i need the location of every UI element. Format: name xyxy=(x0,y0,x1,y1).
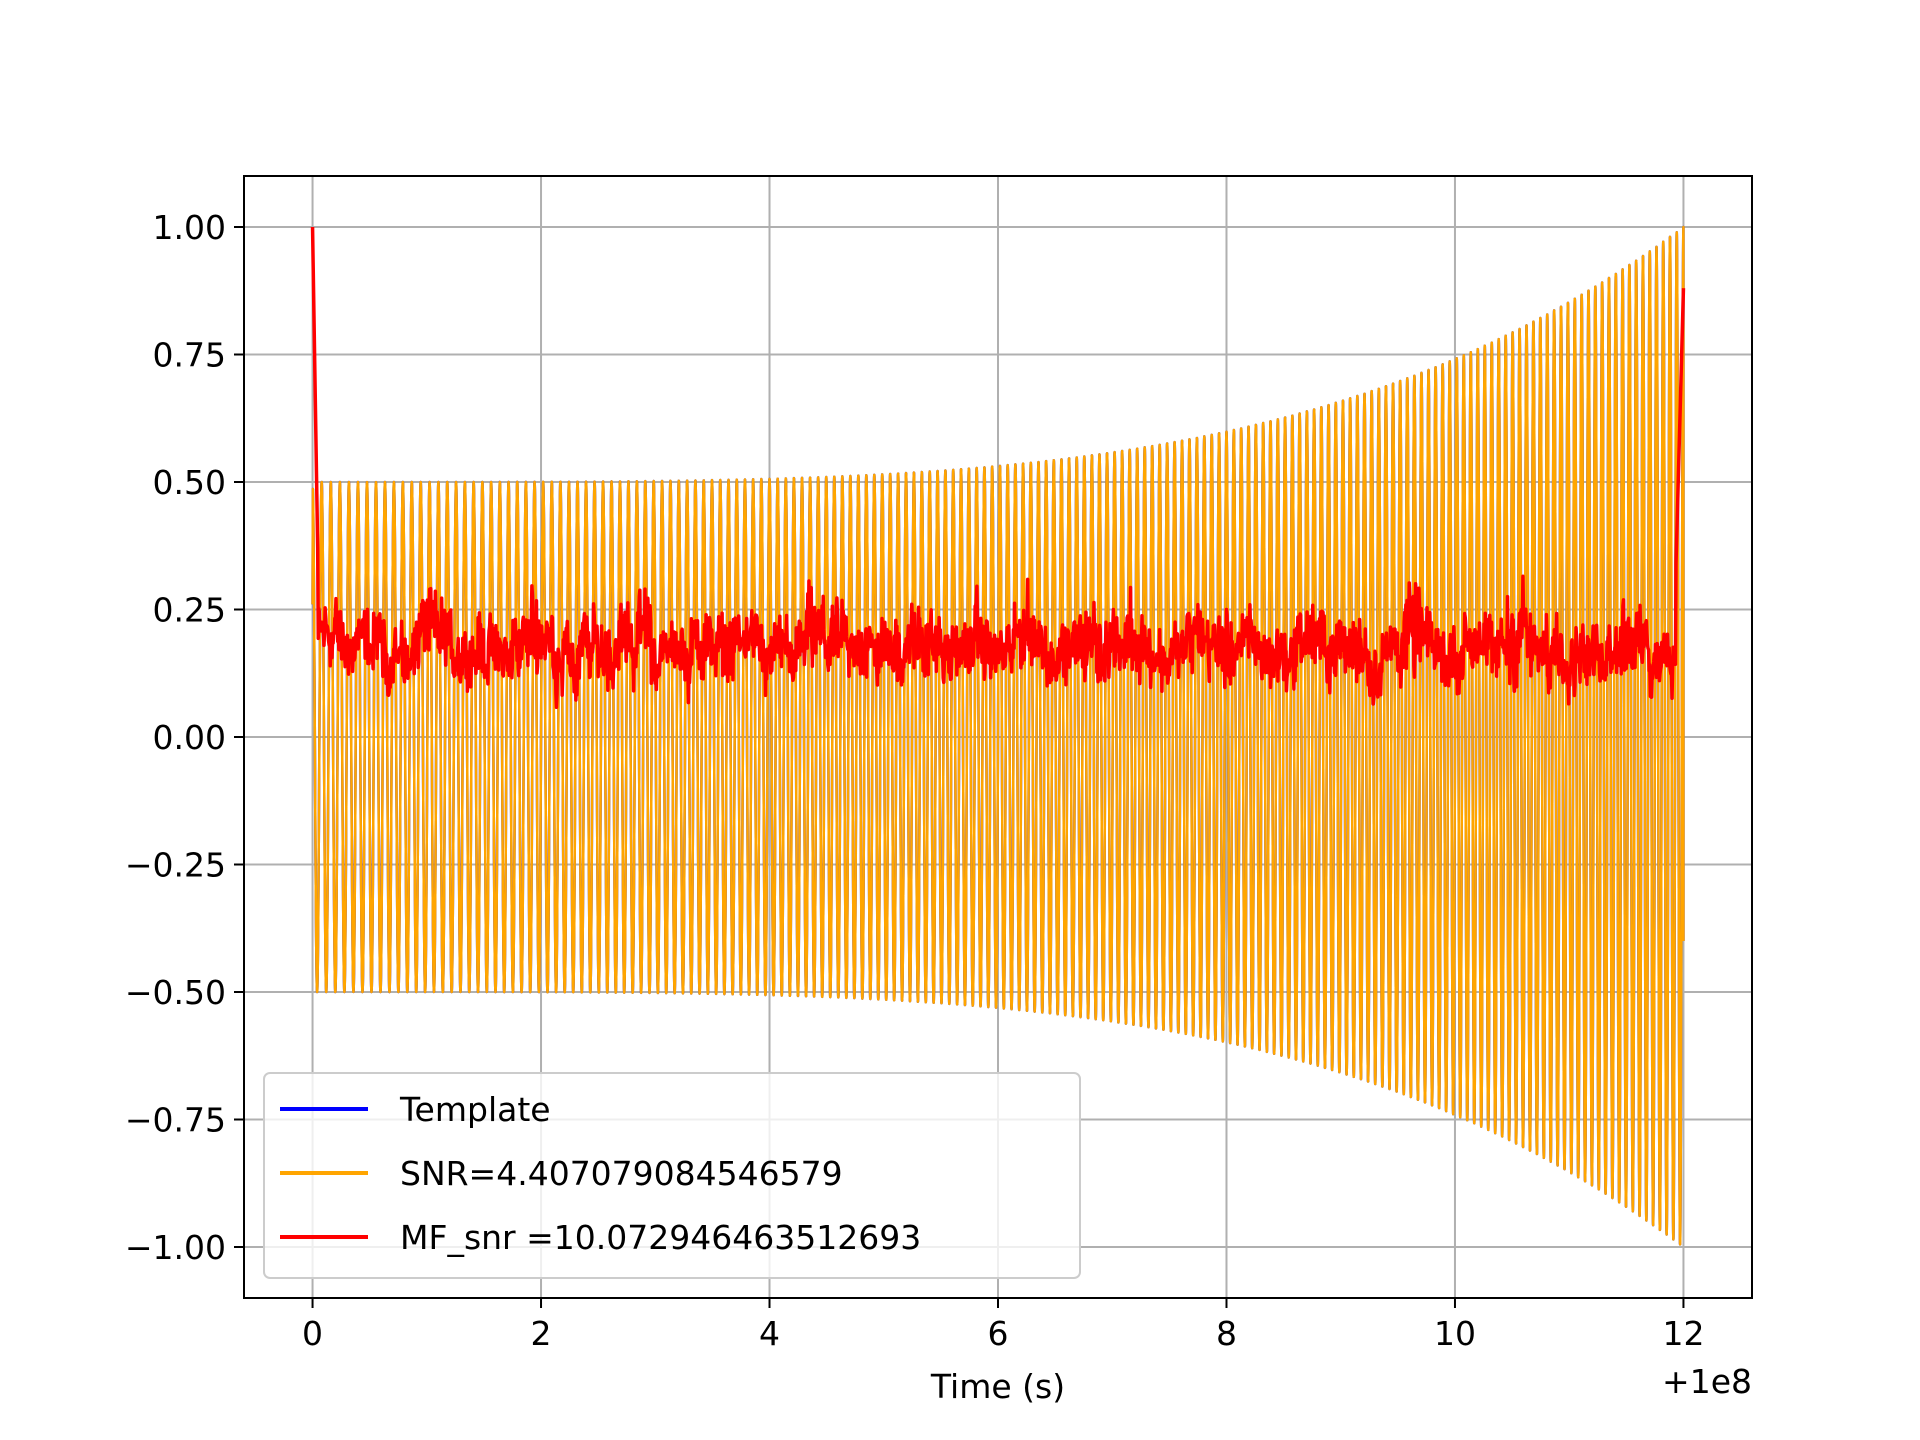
x-tick-label: 8 xyxy=(1216,1314,1237,1353)
y-tick-label: 0.00 xyxy=(153,718,226,757)
x-offset-label: +1e8 xyxy=(1662,1362,1752,1401)
y-tick-label: 0.75 xyxy=(153,336,226,375)
legend-label-0: Template xyxy=(399,1090,551,1129)
series-line-1 xyxy=(311,225,1685,1246)
legend-label-1: SNR=4.407079084546579 xyxy=(400,1154,843,1193)
x-tick-label: 0 xyxy=(302,1314,323,1353)
series-line-2 xyxy=(310,226,1686,709)
y-tick-label: −0.25 xyxy=(125,846,226,885)
plot-lines xyxy=(310,225,1686,1246)
y-tick-label: 1.00 xyxy=(153,208,226,247)
y-tick-label: 0.25 xyxy=(153,591,226,630)
legend-label-2: MF_snr =10.072946463512693 xyxy=(400,1218,921,1257)
ticks: 0 2 4 6 8 10 12 1.00 0.75 0.50 0.25 0.00 −0.25 −0.50 −… xyxy=(125,208,1705,1353)
y-tick-label: −0.50 xyxy=(125,973,226,1012)
y-tick-label: −0.75 xyxy=(125,1101,226,1140)
x-tick-label: 4 xyxy=(759,1314,780,1353)
x-tick-label: 12 xyxy=(1662,1314,1704,1353)
x-tick-label: 6 xyxy=(988,1314,1009,1353)
x-tick-label: 10 xyxy=(1434,1314,1476,1353)
x-axis-label: Time (s) xyxy=(930,1367,1065,1406)
y-tick-label: 0.50 xyxy=(153,463,226,502)
legend: Template SNR=4.407079084546579 MF_snr =10.… xyxy=(263,1072,1081,1279)
x-tick-label: 2 xyxy=(531,1314,552,1353)
y-tick-label: −1.00 xyxy=(125,1228,226,1267)
legend-box xyxy=(263,1072,1081,1279)
